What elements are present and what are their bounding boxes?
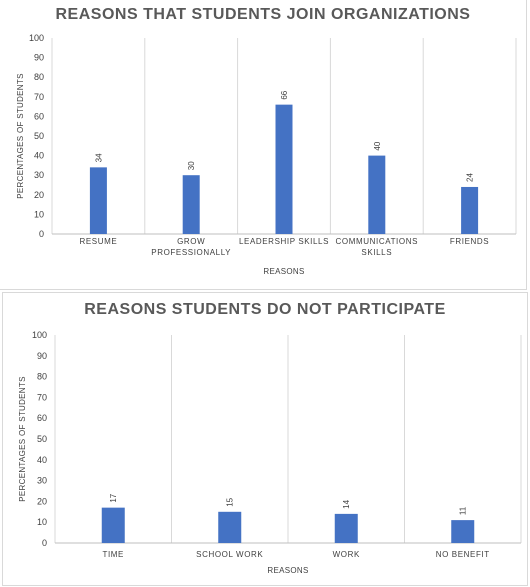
x-tick-label: FRIENDS [450, 237, 489, 246]
y-tick-label: 60 [34, 111, 44, 121]
y-tick-label: 0 [39, 229, 44, 239]
y-tick-label: 80 [37, 372, 47, 382]
bar [451, 520, 475, 543]
y-tick-label: 90 [34, 53, 44, 63]
data-label: 15 [226, 497, 235, 506]
x-tick-label: COMMUNICATIONS [336, 237, 418, 246]
data-label: 30 [187, 161, 196, 170]
y-tick-label: 100 [32, 330, 47, 340]
chart-title: REASONS THAT STUDENTS JOIN ORGANIZATIONS [55, 6, 471, 23]
y-tick-label: 0 [42, 538, 47, 548]
y-tick-label: 90 [37, 351, 47, 361]
y-tick-label: 30 [37, 476, 47, 486]
y-tick-label: 30 [34, 170, 44, 180]
y-tick-label: 100 [29, 33, 44, 43]
data-label: 40 [373, 141, 382, 150]
data-label: 14 [342, 499, 351, 508]
x-axis-label: REASONS [263, 267, 304, 276]
y-tick-label: 10 [37, 517, 47, 527]
x-tick-label: SCHOOL WORK [196, 550, 263, 559]
data-label: 34 [94, 153, 103, 162]
chart-plot: 0 10 20 30 40 50 60 70 80 90 100 34 RESUME 30 GROW PROF… [16, 33, 517, 276]
x-tick-label: SKILLS [361, 248, 392, 257]
bar [182, 175, 200, 234]
x-axis-label: REASONS [267, 566, 308, 575]
x-tick-label: RESUME [79, 237, 117, 246]
y-tick-label: 70 [37, 392, 47, 402]
chart-join-organizations: REASONS THAT STUDENTS JOIN ORGANIZATIONS… [0, 0, 527, 290]
data-label: 24 [466, 173, 475, 182]
y-tick-label: 20 [34, 190, 44, 200]
y-tick-label: 50 [37, 434, 47, 444]
bar [461, 186, 479, 234]
bar [368, 155, 386, 234]
x-tick-label: GROW [177, 237, 205, 246]
bar [101, 507, 125, 543]
bar [89, 167, 107, 234]
chart-plot: 0 10 20 30 40 50 60 70 80 90 100 17 TIME 15 SCHOOL WOR… [18, 330, 522, 575]
x-tick-label: TIME [102, 550, 124, 559]
y-axis-label: PERCENTAGES OF STUDENTS [16, 73, 25, 198]
y-axis-label: PERCENTAGES OF STUDENTS [18, 376, 27, 501]
chart-not-participate: REASONS STUDENTS DO NOT PARTICIPATE 0 10 2… [2, 292, 528, 586]
y-tick-label: 60 [37, 413, 47, 423]
y-tick-label: 20 [37, 496, 47, 506]
y-tick-label: 40 [37, 455, 47, 465]
y-tick-label: 80 [34, 72, 44, 82]
bar [275, 104, 293, 234]
y-tick-label: 10 [34, 209, 44, 219]
x-tick-label: PROFESSIONALLY [151, 248, 231, 257]
bar [218, 511, 242, 543]
y-tick-label: 40 [34, 151, 44, 161]
y-tick-label: 50 [34, 131, 44, 141]
data-label: 66 [280, 90, 289, 99]
chart-title: REASONS STUDENTS DO NOT PARTICIPATE [84, 301, 446, 318]
data-label: 11 [459, 506, 468, 515]
bar [334, 513, 358, 543]
y-tick-label: 70 [34, 92, 44, 102]
x-tick-label: NO BENEFIT [436, 550, 490, 559]
x-tick-label: WORK [333, 550, 360, 559]
data-label: 17 [109, 493, 118, 502]
x-tick-label: LEADERSHIP SKILLS [239, 237, 329, 246]
